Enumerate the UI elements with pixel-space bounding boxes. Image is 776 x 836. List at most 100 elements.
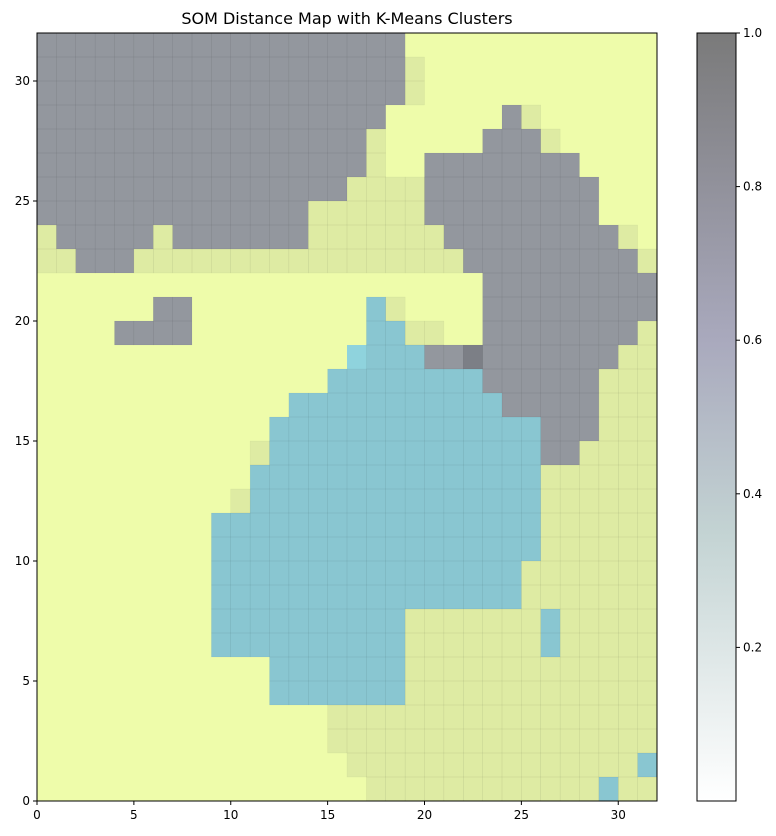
heatmap-cell <box>598 201 619 226</box>
heatmap-cell <box>579 441 600 466</box>
heatmap-cell <box>637 729 658 754</box>
heatmap-cell <box>95 249 115 274</box>
heatmap-cell <box>521 33 542 58</box>
distance-cell <box>424 440 445 466</box>
heatmap-cell <box>443 177 464 202</box>
heatmap-cell <box>521 297 542 322</box>
distance-cell <box>501 512 522 538</box>
distance-cell <box>385 728 406 754</box>
distance-cell <box>249 128 270 154</box>
heatmap-cell <box>133 753 154 778</box>
heatmap-cell <box>618 177 639 202</box>
distance-cell <box>36 200 57 226</box>
distance-cell <box>75 152 96 178</box>
heatmap-cell <box>133 57 154 82</box>
heatmap-cell <box>192 201 212 226</box>
heatmap-cell <box>250 57 270 82</box>
distance-cell <box>211 176 231 202</box>
distance-cell <box>404 632 425 658</box>
heatmap-cell <box>114 489 135 514</box>
distance-cell <box>521 368 541 394</box>
heatmap-cell <box>56 417 77 442</box>
heatmap-cell <box>637 609 658 634</box>
heatmap-cell <box>153 201 174 226</box>
distance-cell <box>346 704 367 730</box>
distance-cell <box>366 680 386 706</box>
distance-cell <box>56 176 76 202</box>
heatmap-cell <box>114 345 135 370</box>
distance-cell <box>540 200 561 226</box>
distance-cell <box>463 512 483 538</box>
heatmap-cell <box>482 561 503 586</box>
distance-cell <box>211 632 231 658</box>
heatmap-cell <box>443 273 464 298</box>
heatmap-cell <box>618 441 639 466</box>
heatmap-cell <box>463 633 484 658</box>
heatmap-cell <box>114 105 135 130</box>
distance-cell <box>366 512 386 538</box>
heatmap-cell <box>133 609 154 634</box>
heatmap-cell <box>637 681 658 706</box>
distance-cell <box>404 248 425 274</box>
heatmap-cell <box>482 177 503 202</box>
distance-cell <box>521 488 541 514</box>
distance-cell <box>521 776 541 802</box>
heatmap-cell <box>269 57 290 82</box>
heatmap-cell <box>211 249 232 274</box>
heatmap-cell <box>56 753 77 778</box>
heatmap-cell <box>598 153 619 178</box>
distance-cell <box>133 56 154 82</box>
heatmap-cell <box>269 177 290 202</box>
distance-cell <box>579 440 600 466</box>
heatmap-cell <box>598 345 619 370</box>
heatmap-cell <box>250 417 270 442</box>
distance-cell <box>521 128 541 154</box>
distance-cell <box>308 224 328 250</box>
heatmap-cell <box>579 321 600 346</box>
distance-cell <box>463 536 483 562</box>
distance-cell <box>501 344 522 370</box>
heatmap-cell <box>540 465 561 490</box>
heatmap-cell <box>521 249 542 274</box>
heatmap-cell <box>463 777 484 802</box>
heatmap-cell <box>230 225 251 250</box>
heatmap-cell <box>95 489 115 514</box>
distance-cell <box>521 344 541 370</box>
heatmap-cell <box>114 249 135 274</box>
distance-cell <box>424 656 445 682</box>
heatmap-cell <box>230 33 251 58</box>
heatmap-cell <box>424 633 445 658</box>
heatmap-cell <box>37 81 57 106</box>
heatmap-cell <box>192 81 212 106</box>
heatmap-cell <box>618 249 639 274</box>
heatmap-cell <box>56 489 77 514</box>
heatmap-cell <box>288 225 309 250</box>
heatmap-cell <box>366 201 387 226</box>
heatmap-cell <box>579 345 600 370</box>
heatmap-cell <box>540 81 561 106</box>
heatmap-cell <box>560 345 580 370</box>
heatmap-cell <box>424 369 445 394</box>
heatmap-cell <box>463 321 484 346</box>
heatmap-cell <box>424 561 445 586</box>
distance-cell <box>404 56 425 82</box>
heatmap-cell <box>95 57 115 82</box>
heatmap-cell <box>385 489 406 514</box>
heatmap-cell <box>308 513 329 538</box>
heatmap-cell <box>637 273 658 298</box>
heatmap-cell <box>579 465 600 490</box>
distance-cell <box>463 392 483 418</box>
heatmap-cell <box>424 657 445 682</box>
heatmap-cell <box>637 537 658 562</box>
heatmap-cell <box>521 777 542 802</box>
heatmap-cell <box>482 153 503 178</box>
distance-cell <box>559 368 580 394</box>
heatmap-cell <box>405 105 425 130</box>
distance-cell <box>618 224 638 250</box>
heatmap-cell <box>521 729 542 754</box>
heatmap-cell <box>463 537 484 562</box>
heatmap-cell <box>347 225 367 250</box>
heatmap-cell <box>153 537 174 562</box>
heatmap-cell <box>230 57 251 82</box>
distance-cell <box>269 152 290 178</box>
